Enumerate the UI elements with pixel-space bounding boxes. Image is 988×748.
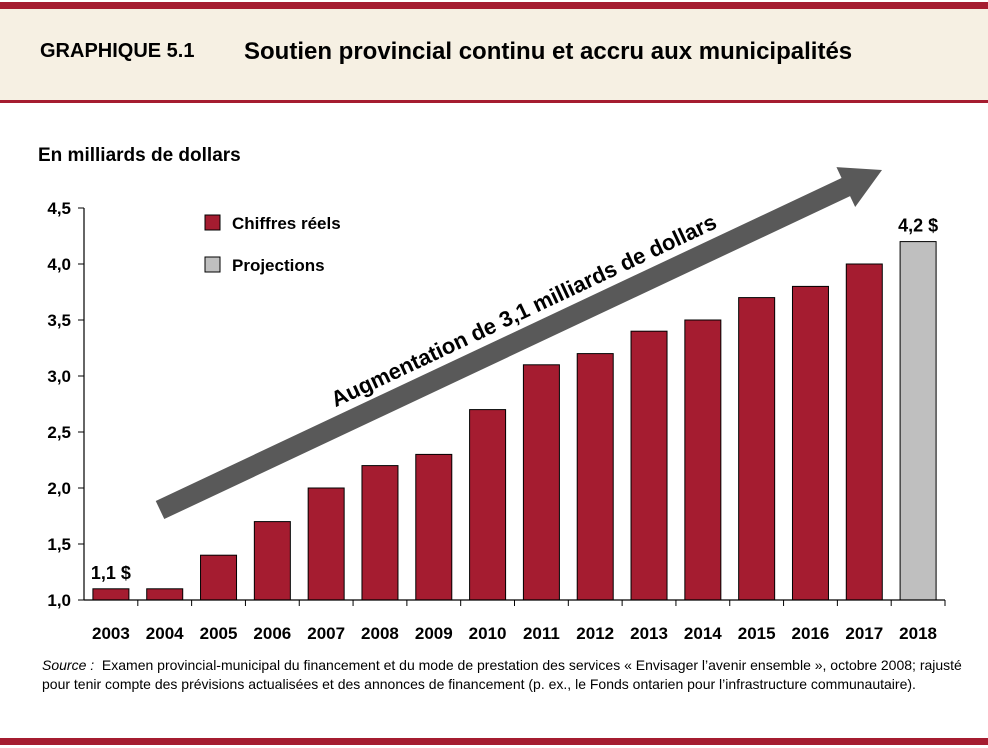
legend-swatch-projection xyxy=(204,256,221,273)
bar-2006 xyxy=(253,521,291,601)
x-tick-label: 2004 xyxy=(146,624,184,643)
source-label: Source : xyxy=(42,657,95,673)
data-label: 4,2 $ xyxy=(898,216,938,236)
y-tick-label: 2,0 xyxy=(47,479,71,498)
bar-2004 xyxy=(146,588,184,601)
legend-label-actual: Chiffres réels xyxy=(232,214,341,233)
x-tick-label: 2016 xyxy=(792,624,830,643)
header-divider xyxy=(0,100,988,103)
bar-2017 xyxy=(845,263,883,601)
x-tick-label: 2017 xyxy=(845,624,883,643)
data-label: 1,1 $ xyxy=(91,563,131,583)
header xyxy=(0,9,988,100)
y-tick-label: 4,5 xyxy=(47,199,71,218)
x-tick-label: 2011 xyxy=(523,624,560,643)
bar-2008 xyxy=(361,465,399,601)
bar-2018 xyxy=(899,241,937,601)
y-tick-label: 1,0 xyxy=(47,591,71,610)
bar-2013 xyxy=(630,330,668,601)
x-tick-label: 2012 xyxy=(576,624,614,643)
bar-2014 xyxy=(684,319,722,601)
legend: Chiffres réels Projections xyxy=(204,214,341,275)
x-tick-label: 2008 xyxy=(361,624,399,643)
figure-title: Soutien provincial continu et accru aux … xyxy=(244,38,853,65)
x-tick-label: 2015 xyxy=(738,624,776,643)
top-bar xyxy=(0,2,988,9)
y-axis-label: En milliards de dollars xyxy=(38,145,241,166)
figure-label: GRAPHIQUE 5.1 xyxy=(40,40,195,62)
bar-2003 xyxy=(92,588,130,601)
x-tick-label: 2018 xyxy=(899,624,937,643)
source-note: Source : Examen provincial-municipal du … xyxy=(42,656,962,694)
x-tick-label: 2003 xyxy=(92,624,130,643)
source-text: Examen provincial-municipal du financeme… xyxy=(42,657,962,692)
y-tick-label: 4,0 xyxy=(47,255,71,274)
x-tick-label: 2010 xyxy=(469,624,507,643)
bar-2016 xyxy=(791,285,829,601)
x-tick-label: 2007 xyxy=(307,624,345,643)
bar-2005 xyxy=(200,554,238,601)
x-tick-label: 2009 xyxy=(415,624,453,643)
x-tick-label: 2005 xyxy=(200,624,238,643)
bottom-bar xyxy=(0,738,988,745)
legend-label-projection: Projections xyxy=(232,256,325,275)
x-tick-label: 2014 xyxy=(684,624,722,643)
y-tick-label: 2,5 xyxy=(47,423,71,442)
y-tick-label: 3,0 xyxy=(47,367,71,386)
bar-2007 xyxy=(307,487,345,601)
x-tick-label: 2006 xyxy=(253,624,291,643)
arrow-shape xyxy=(155,167,882,520)
bar-2011 xyxy=(522,364,560,601)
x-tick-label: 2013 xyxy=(630,624,668,643)
bar-2015 xyxy=(738,297,776,601)
bar-2012 xyxy=(576,353,614,601)
bar-2010 xyxy=(469,409,507,601)
y-tick-label: 1,5 xyxy=(47,535,71,554)
legend-swatch-actual xyxy=(204,214,221,231)
y-tick-label: 3,5 xyxy=(47,311,71,330)
bar-2009 xyxy=(415,453,453,601)
